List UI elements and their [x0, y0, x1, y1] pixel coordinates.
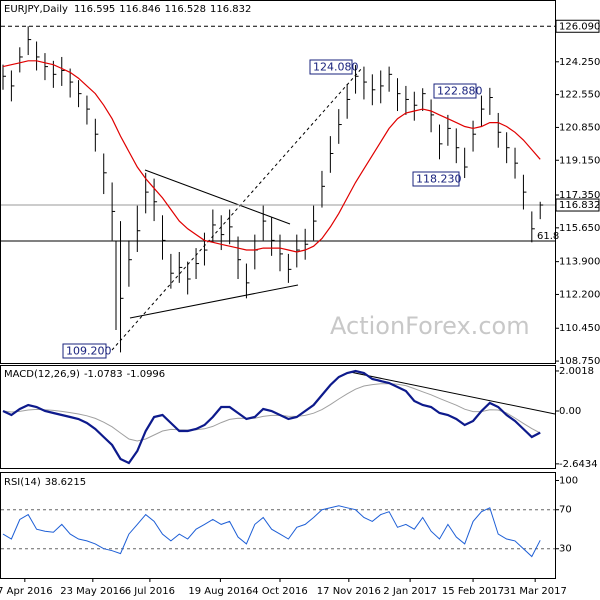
annotation-box	[62, 343, 107, 359]
annotation-label: 109.200	[66, 345, 112, 358]
y-tick-label: 70	[559, 505, 572, 516]
y-tick-label: 110.450	[559, 323, 600, 334]
y-tick-label: 120.850	[559, 122, 600, 133]
annotation-label: 122.880	[437, 85, 483, 98]
y-tick-label: 30	[559, 544, 572, 555]
annotation-box	[309, 59, 353, 75]
annotation-label: 118.230	[416, 173, 462, 186]
moving-average	[2, 60, 541, 253]
x-tick-label: 2 Jan 2017	[383, 586, 437, 597]
y-tick-label: 108.750	[559, 356, 600, 367]
y-tick-label: 115.650	[559, 223, 600, 234]
price-panel	[0, 0, 556, 364]
macd-panel	[0, 365, 556, 469]
price-box	[555, 198, 600, 212]
y-tick-label: 124.250	[559, 57, 600, 68]
annotation-box	[412, 171, 460, 187]
price-box	[555, 19, 600, 33]
series-line	[2, 369, 541, 465]
x-tick-label: 15 Feb 2017	[442, 586, 504, 597]
y-tick-label: 119.150	[559, 155, 600, 166]
annotation: 118.230	[412, 171, 462, 187]
x-tick-label: 7 Apr 2016	[0, 586, 53, 597]
watermark: ActionForex.com	[330, 312, 530, 340]
annotation-box	[433, 83, 477, 99]
x-tick-label: 23 May 2016	[60, 586, 125, 597]
annotation: 122.880	[433, 83, 483, 99]
price-box-label: 116.832	[559, 200, 600, 211]
series-line	[2, 505, 541, 558]
annotation: 124.080	[309, 59, 359, 75]
y-tick-label: 2.0018	[559, 366, 594, 377]
macd-header: MACD(12,26,9) -1.0783 -1.0996	[4, 369, 165, 380]
annotation-label: 124.080	[313, 61, 359, 74]
y-tick-label: 113.900	[559, 257, 600, 268]
y-tick-label: 100	[559, 475, 578, 486]
y-tick-label: -2.6434	[559, 459, 598, 470]
y-tick-label: 117.350	[559, 190, 600, 201]
trendline-dashed	[111, 67, 363, 351]
x-tick-label: 4 Oct 2016	[252, 586, 307, 597]
trendline-lower	[129, 284, 299, 319]
x-tick-label: 31 Mar 2017	[503, 586, 566, 597]
y-tick-label: 0.00	[559, 406, 581, 417]
trendline-upper	[144, 169, 291, 225]
series-line	[2, 383, 541, 442]
y-tick-label: 122.550	[559, 90, 600, 101]
x-tick-label: 17 Nov 2016	[317, 586, 381, 597]
macd-trendline	[349, 371, 556, 415]
rsi-header: RSI(14) 38.6215	[4, 477, 86, 488]
rsi-panel	[0, 472, 556, 579]
y-tick-label: 112.200	[559, 289, 600, 300]
x-tick-label: 19 Aug 2016	[188, 586, 252, 597]
annotation: 109.200	[62, 343, 112, 359]
price-header: EURJPY,Daily 116.595 116.846 116.528 116.832	[4, 4, 251, 15]
price-box-label: 126.090	[559, 21, 600, 32]
fibo-label: 61.8	[537, 231, 559, 242]
x-tick-label: 6 Jul 2016	[125, 586, 175, 597]
